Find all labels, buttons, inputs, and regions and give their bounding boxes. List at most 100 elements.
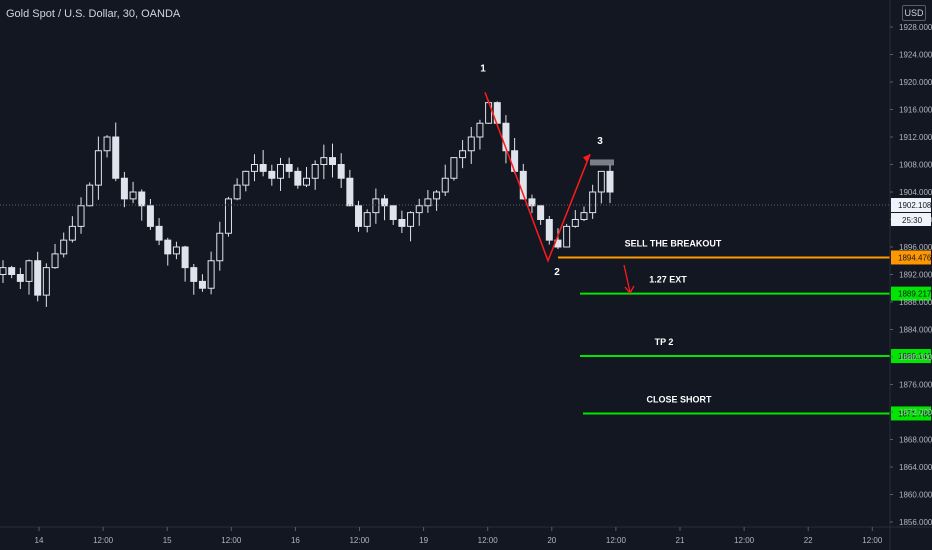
candle-body: [355, 205, 363, 227]
price-tick-label: 1924.000: [899, 51, 932, 60]
candle-body: [545, 219, 553, 241]
candle-body: [250, 164, 258, 172]
candle-body: [77, 205, 85, 227]
candle-body: [155, 225, 163, 241]
candle-body: [502, 122, 510, 152]
time-tick-label: 12:00: [478, 536, 499, 545]
resistance-box: [590, 159, 614, 166]
candle-body: [268, 170, 276, 179]
price-tick-label: 1916.000: [899, 106, 932, 115]
price-tick-label: 1920.000: [899, 78, 932, 87]
candle-body: [34, 260, 42, 296]
time-tick-label: 22: [804, 536, 813, 545]
down-arrow: [623, 264, 631, 293]
candle-body: [112, 136, 120, 179]
candle-body: [42, 267, 50, 296]
candle-body: [172, 246, 180, 255]
time-tick-label: 15: [163, 536, 172, 545]
level-label: CLOSE SHORT: [646, 394, 712, 404]
candle-body: [407, 212, 415, 227]
candle-body: [441, 177, 449, 193]
time-tick-label: 12:00: [606, 536, 627, 545]
time-tick-label: 12:00: [93, 536, 114, 545]
time-tick-label: 19: [419, 536, 428, 545]
candle-body: [381, 198, 389, 207]
candle-body: [285, 164, 293, 172]
level-price-value: 1894.476: [898, 253, 932, 262]
candle-body: [276, 164, 284, 179]
price-tick-label: 1884.000: [899, 326, 932, 335]
price-tick-label: 1864.000: [899, 463, 932, 472]
price-tick-label: 1928.000: [899, 23, 932, 32]
time-tick-label: 12:00: [862, 536, 883, 545]
candle-body: [329, 157, 337, 165]
current-price-value: 1902.108: [898, 201, 932, 210]
candle-body: [86, 184, 94, 207]
candle-body: [511, 150, 519, 172]
time-tick-label: 16: [291, 536, 300, 545]
price-tick-label: 1904.000: [899, 188, 932, 197]
level-price-tag: [891, 250, 931, 265]
candle-body: [103, 136, 111, 152]
time-axis: 14 12:00 15 12:00 16 12:00 19 12:00 20 12:00 21 12:…: [0, 526, 932, 545]
time-tick-label: 12:00: [734, 536, 755, 545]
candle-body: [320, 157, 328, 165]
wave-label: 3: [597, 136, 603, 147]
candle-body: [190, 267, 198, 282]
price-tick-label: 1876.000: [899, 381, 932, 390]
candle-body: [372, 198, 380, 214]
candle-body: [68, 225, 76, 241]
wave-arrowhead: [583, 154, 590, 163]
wave-label: 2: [554, 267, 560, 278]
candle-body: [60, 239, 68, 255]
candle-body: [537, 205, 545, 220]
candle-body: [146, 205, 154, 227]
level-price-value: 1871.788: [898, 409, 932, 418]
candle-body: [198, 280, 206, 289]
price-tick-label: 1892.000: [899, 271, 932, 280]
candle-body: [415, 205, 423, 214]
time-tick-label: 14: [35, 536, 44, 545]
candle-body: [51, 253, 59, 269]
level-price-tag: [891, 349, 931, 364]
price-tick-label: 1908.000: [899, 161, 932, 170]
time-tick-label: 21: [676, 536, 685, 545]
time-tick-label: 12:00: [221, 536, 242, 545]
candle-body: [181, 246, 189, 269]
price-tick-label: 1888.000: [899, 298, 932, 307]
candle-body: [233, 184, 241, 200]
candles: [0, 100, 614, 307]
candle-body: [94, 150, 102, 186]
candle-body: [242, 170, 250, 186]
candle-body: [346, 177, 354, 207]
chart-title: Gold Spot / U.S. Dollar, 30, OANDA: [6, 8, 181, 20]
price-tick-label: 1872.000: [899, 408, 932, 417]
price-tick-label: 1880.000: [899, 353, 932, 362]
candle-body: [580, 212, 588, 220]
level-label: SELL THE BREAKOUT: [625, 238, 722, 248]
candle-body: [597, 170, 605, 193]
candle-body: [25, 260, 33, 282]
time-tick-label: 12:00: [349, 536, 370, 545]
candle-body: [138, 191, 146, 207]
candle-body: [129, 191, 137, 200]
candle-body: [589, 191, 597, 214]
candle-body: [424, 198, 432, 207]
current-price-tag: [891, 198, 931, 213]
candle-body: [294, 170, 302, 186]
candle-body: [571, 219, 579, 227]
level-price-value: 1880.141: [898, 352, 932, 361]
candle-body: [120, 177, 128, 200]
candle-body: [563, 225, 571, 248]
level-label: TP 2: [655, 337, 674, 347]
price-tick-label: 1856.000: [899, 518, 932, 527]
price-tick-label: 1896.000: [899, 243, 932, 252]
currency-button[interactable]: USD: [902, 5, 926, 21]
candle-body: [224, 198, 232, 234]
level-label: 1.27 EXT: [649, 275, 687, 285]
time-tick-label: 20: [547, 536, 556, 545]
down-arrowhead: [624, 285, 635, 295]
candle-body: [8, 267, 16, 275]
